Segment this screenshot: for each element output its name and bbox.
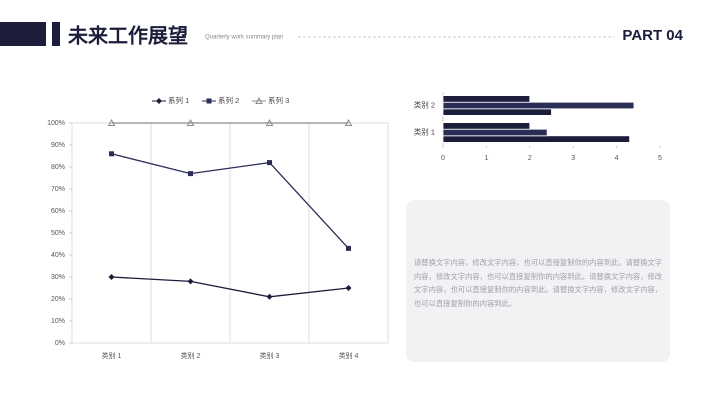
y-tick-label: 类别 1 xyxy=(414,126,435,136)
marker xyxy=(255,96,263,104)
y-tick-label: 0% xyxy=(55,340,65,347)
x-tick-label: 类别 1 xyxy=(102,351,122,360)
marker xyxy=(109,151,114,157)
bar xyxy=(442,101,635,110)
y-tick-label: 10% xyxy=(51,318,65,325)
legend-label: 系列 1 xyxy=(168,95,189,105)
x-tick-label: 4 xyxy=(615,155,619,162)
header-bar xyxy=(52,22,60,46)
series-line xyxy=(111,153,349,249)
part-label: PART 04 xyxy=(622,27,683,44)
marker xyxy=(344,118,353,126)
bar xyxy=(442,108,552,116)
x-tick-label: 类别 2 xyxy=(181,351,201,360)
marker xyxy=(345,285,352,291)
y-tick-label: 70% xyxy=(51,186,65,193)
marker xyxy=(107,118,116,126)
legend-label: 系列 3 xyxy=(268,95,289,105)
marker xyxy=(267,160,272,166)
y-tick-label: 100% xyxy=(47,120,65,127)
subtitle: Quarterly work summary plan xyxy=(205,35,283,41)
x-tick-label: 类别 4 xyxy=(339,351,359,360)
y-tick-label: 类别 2 xyxy=(414,99,435,109)
marker xyxy=(206,98,212,104)
y-tick-label: 80% xyxy=(51,164,65,171)
y-tick-label: 20% xyxy=(51,296,65,303)
y-tick-label: 40% xyxy=(51,252,65,259)
marker xyxy=(266,293,273,300)
bar xyxy=(442,122,531,130)
x-tick-label: 3 xyxy=(571,155,575,162)
series-line xyxy=(111,276,349,298)
y-tick-label: 30% xyxy=(51,274,65,281)
header-block xyxy=(0,22,46,46)
paragraph: 请替换文字内容，修改文字内容，也可以直接复制你的内容到此。请替换文字内容，修改文… xyxy=(414,258,663,308)
marker xyxy=(188,171,193,177)
y-tick-label: 90% xyxy=(51,142,65,149)
bar xyxy=(442,128,548,137)
marker xyxy=(187,278,194,285)
x-tick-label: 1 xyxy=(484,155,488,162)
marker xyxy=(265,118,274,126)
marker xyxy=(346,245,351,251)
title: 未来工作展望 xyxy=(68,23,188,47)
y-tick-label: 60% xyxy=(51,208,65,215)
marker xyxy=(156,98,162,104)
marker xyxy=(186,118,195,126)
legend-label: 系列 2 xyxy=(218,95,239,105)
bar xyxy=(442,135,631,143)
x-tick-label: 5 xyxy=(658,155,662,162)
marker xyxy=(108,274,115,280)
text-box xyxy=(406,200,670,362)
x-tick-label: 2 xyxy=(528,155,532,162)
x-tick-label: 0 xyxy=(441,155,445,162)
bar xyxy=(442,95,531,103)
x-tick-label: 类别 3 xyxy=(260,351,280,360)
y-tick-label: 50% xyxy=(51,230,65,237)
